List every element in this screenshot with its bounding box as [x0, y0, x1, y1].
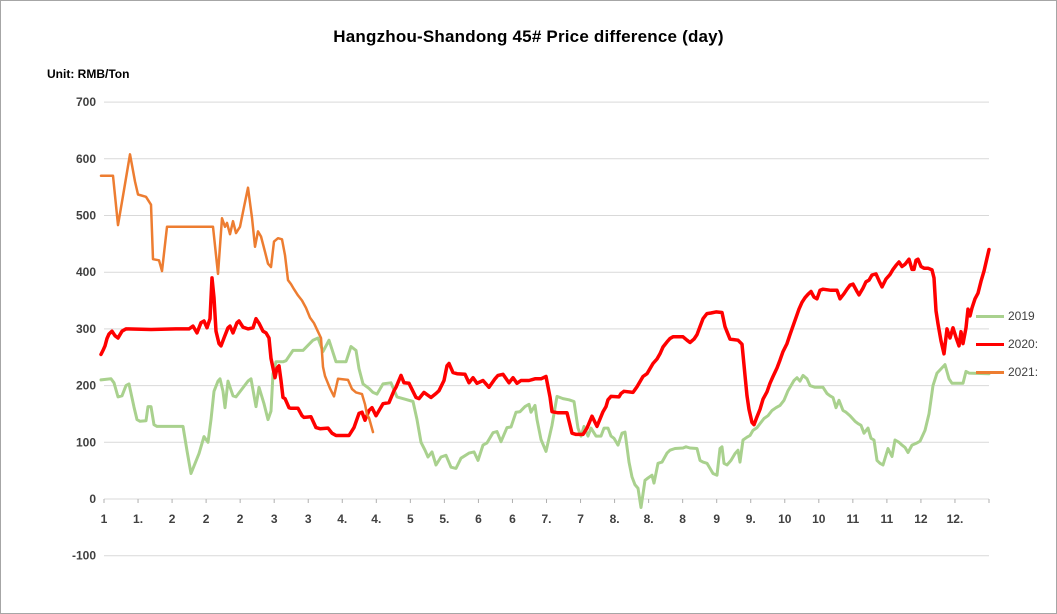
x-axis-label: 5 [407, 512, 414, 526]
y-axis-label: 200 [76, 379, 96, 393]
legend-label-2020: 2020: [1008, 337, 1039, 351]
y-axis-label: 0 [89, 492, 96, 506]
x-axis-label: 7. [541, 512, 551, 526]
x-axis-label: 11 [847, 512, 860, 526]
x-axis-label: 8 [679, 512, 686, 526]
x-axis-label: 1. [133, 512, 143, 526]
legend-item-2021: 2021: [976, 358, 1038, 386]
x-axis-label: 4. [371, 512, 381, 526]
y-axis-label: 100 [76, 435, 96, 449]
x-axis-label: 8. [610, 512, 620, 526]
y-axis-label: 500 [76, 209, 96, 223]
legend-label-2021: 2021: [1008, 365, 1039, 379]
x-axis-label: 9. [746, 512, 756, 526]
y-axis-label: 700 [76, 95, 96, 109]
unit-label: Unit: RMB/Ton [47, 67, 130, 81]
x-axis-label: 6 [475, 512, 482, 526]
x-axis-label: 12 [914, 512, 928, 526]
series-line-2021 [99, 153, 375, 434]
x-axis-label: 11 [881, 512, 894, 526]
x-axis-label: 3 [305, 512, 312, 526]
x-axis-label: 10 [812, 512, 826, 526]
x-axis-label: 8. [644, 512, 654, 526]
series-line-2020 [99, 247, 991, 438]
legend-swatch-2020 [976, 342, 1004, 346]
legend-swatch-2021 [976, 370, 1004, 374]
x-axis-label: 12. [947, 512, 964, 526]
x-axis-label: 3 [271, 512, 278, 526]
series-line-2019 [99, 336, 991, 509]
x-axis-label: 4. [337, 512, 347, 526]
x-axis-label: 2 [169, 512, 176, 526]
x-axis-label: 2 [203, 512, 210, 526]
y-axis-label: 600 [76, 152, 96, 166]
x-axis-label: 5. [439, 512, 449, 526]
legend-item-2019: 2019 [976, 302, 1038, 330]
chart-title: Hangzhou-Shandong 45# Price difference (… [333, 27, 724, 46]
x-axis-label: 10 [778, 512, 792, 526]
legend-item-2020: 2020: [976, 330, 1038, 358]
x-axis-label: 2 [237, 512, 244, 526]
x-axis-label: 9 [713, 512, 720, 526]
x-axis-label: 6 [509, 512, 516, 526]
y-axis-label: 400 [76, 265, 96, 279]
y-axis-label: 300 [76, 322, 96, 336]
legend-swatch-2019 [976, 314, 1004, 318]
legend: 2019 2020: 2021: [976, 302, 1038, 386]
x-axis-label: 1 [101, 512, 108, 526]
x-axis-label: 7 [577, 512, 584, 526]
legend-label-2019: 2019 [1008, 309, 1035, 323]
y-axis-label: -100 [72, 549, 96, 563]
